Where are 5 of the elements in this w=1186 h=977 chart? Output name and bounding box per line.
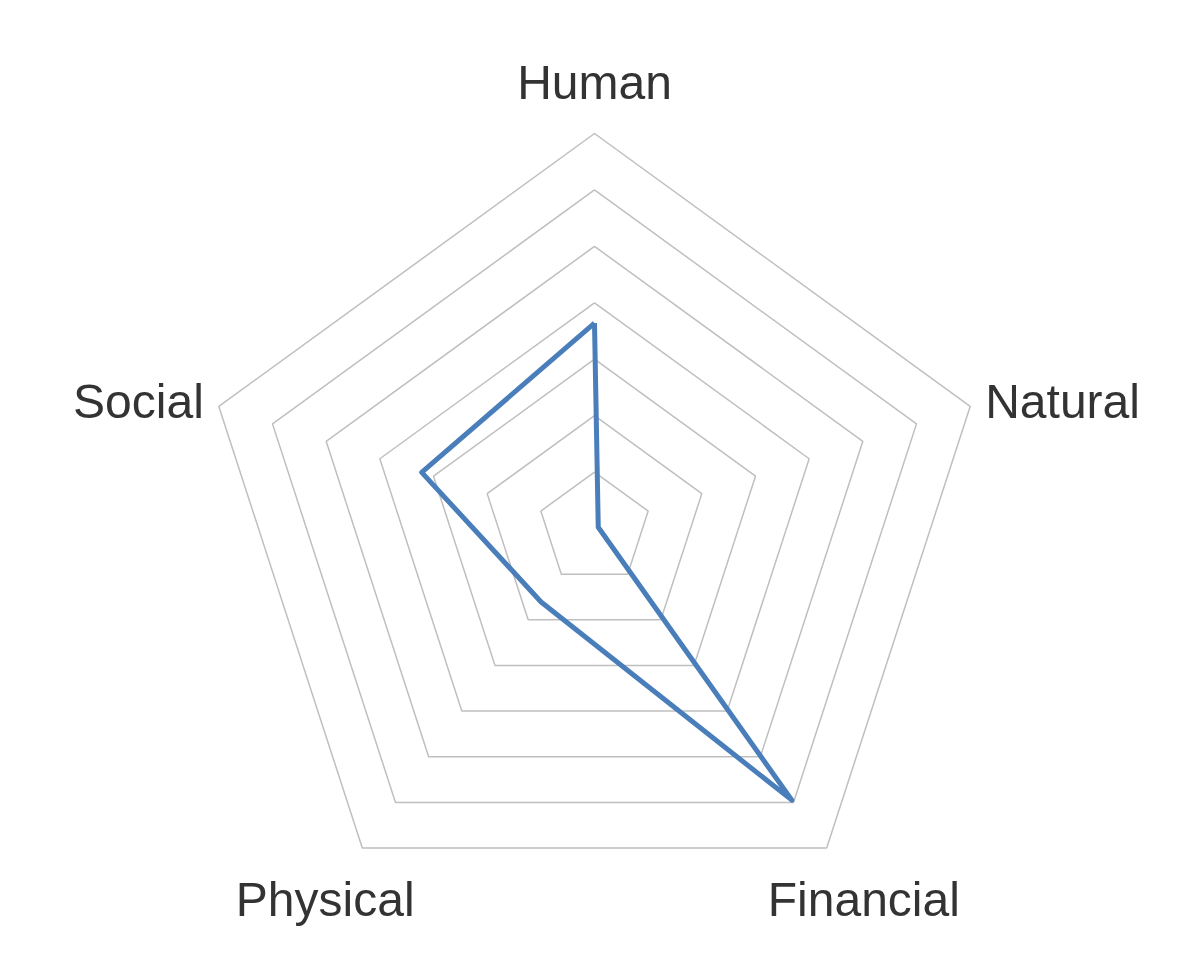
spoke-label: Natural [985, 375, 1140, 429]
spoke-label: Physical [235, 872, 415, 926]
spoke-label: Financial [767, 872, 960, 926]
spoke-label: Social [73, 375, 204, 429]
spoke-label: Human [517, 55, 672, 109]
